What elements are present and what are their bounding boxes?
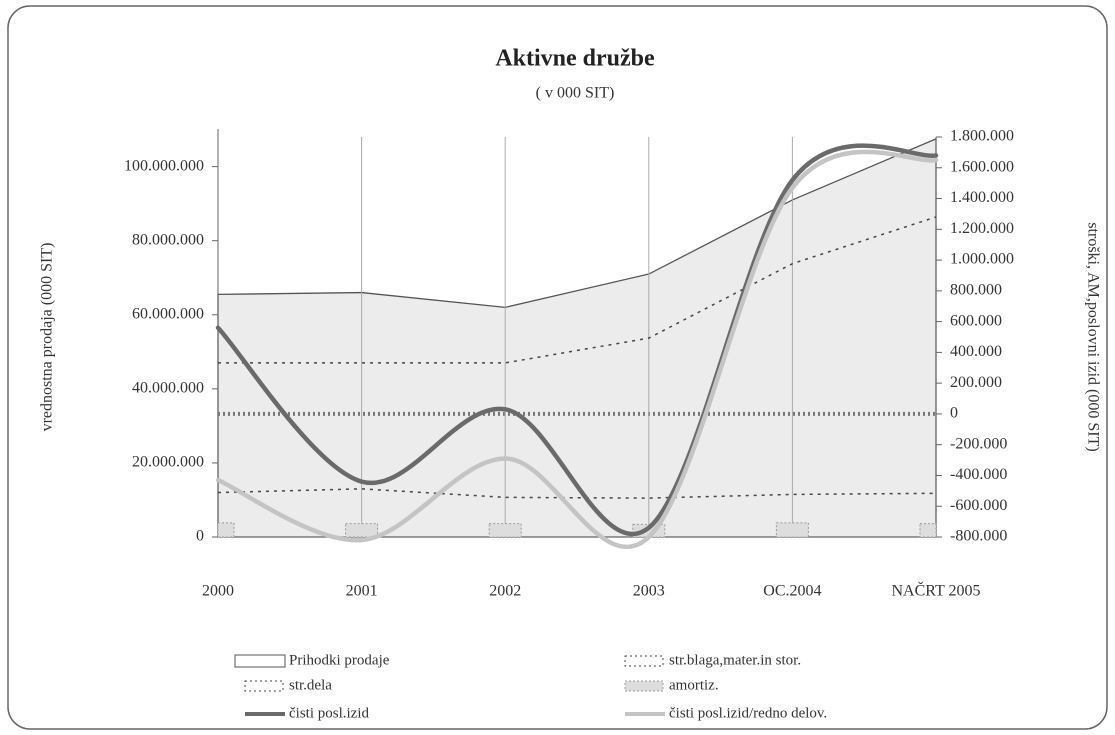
y-tick-label: 0 [196, 528, 204, 545]
y2-tick-label: -600.000 [950, 497, 1007, 514]
y2-tick-label: 600.000 [950, 312, 1002, 329]
y2-tick-label: -200.000 [950, 435, 1007, 452]
y2-tick-label: -400.000 [950, 466, 1007, 483]
y2-tick-label: 800.000 [950, 282, 1002, 299]
legend-label: str.blaga,mater.in stor. [669, 652, 801, 668]
x-tick-label: 2003 [633, 583, 665, 600]
y2-axis-label: stroški, AM,poslovni izid (000 SIT) [1084, 222, 1101, 451]
x-tick-label: NAČRT 2005 [892, 581, 981, 600]
y2-tick-label: 1.600.000 [950, 158, 1014, 175]
legend-label: čisti posl.izid/redno delov. [669, 705, 827, 721]
chart-subtitle: ( v 000 SIT) [536, 85, 615, 102]
legend-label: čisti posl.izid [289, 705, 369, 721]
y-tick-label: 20.000.000 [132, 454, 204, 471]
y-axis-label: vrednostna prodaja (000 SIT) [39, 243, 56, 432]
bar [775, 522, 809, 538]
legend-swatch [244, 680, 284, 692]
y2-tick-label: 0 [950, 405, 958, 422]
x-tick-label: OC.2004 [763, 583, 821, 600]
y2-tick-label: 1.400.000 [950, 189, 1014, 206]
bar [345, 523, 379, 538]
bar [217, 522, 235, 538]
x-tick-label: 2001 [346, 583, 378, 600]
legend-label: amortiz. [669, 677, 719, 693]
line [215, 143, 939, 537]
y2-tick-label: 1.000.000 [950, 251, 1014, 268]
x-tick-label: 2002 [489, 583, 521, 600]
line [218, 216, 937, 364]
bar [488, 523, 522, 538]
legend: Prihodki prodaje str.blaga,mater.in stor.… [234, 652, 827, 721]
bar [919, 523, 937, 538]
line [215, 149, 939, 549]
y2-tick-label: -800.000 [950, 528, 1007, 545]
legend-label: str.dela [289, 677, 332, 693]
y2-tick-label: 1.200.000 [950, 220, 1014, 237]
legend-swatch [624, 680, 664, 692]
y-tick-label: 80.000.000 [132, 231, 204, 248]
chart-title: Aktivne družbe [495, 46, 655, 72]
legend-swatch [624, 655, 664, 667]
legend-label: Prihodki prodaje [289, 652, 390, 668]
x-tick-label: 2000 [202, 583, 234, 600]
y2-tick-label: 1.800.000 [950, 128, 1014, 145]
y2-tick-label: 400.000 [950, 343, 1002, 360]
y2-tick-label: 200.000 [950, 374, 1002, 391]
y-tick-label: 60.000.000 [132, 305, 204, 322]
y-tick-label: 40.000.000 [132, 380, 204, 397]
y-tick-label: 100.000.000 [124, 157, 204, 174]
legend-swatch [234, 654, 286, 668]
